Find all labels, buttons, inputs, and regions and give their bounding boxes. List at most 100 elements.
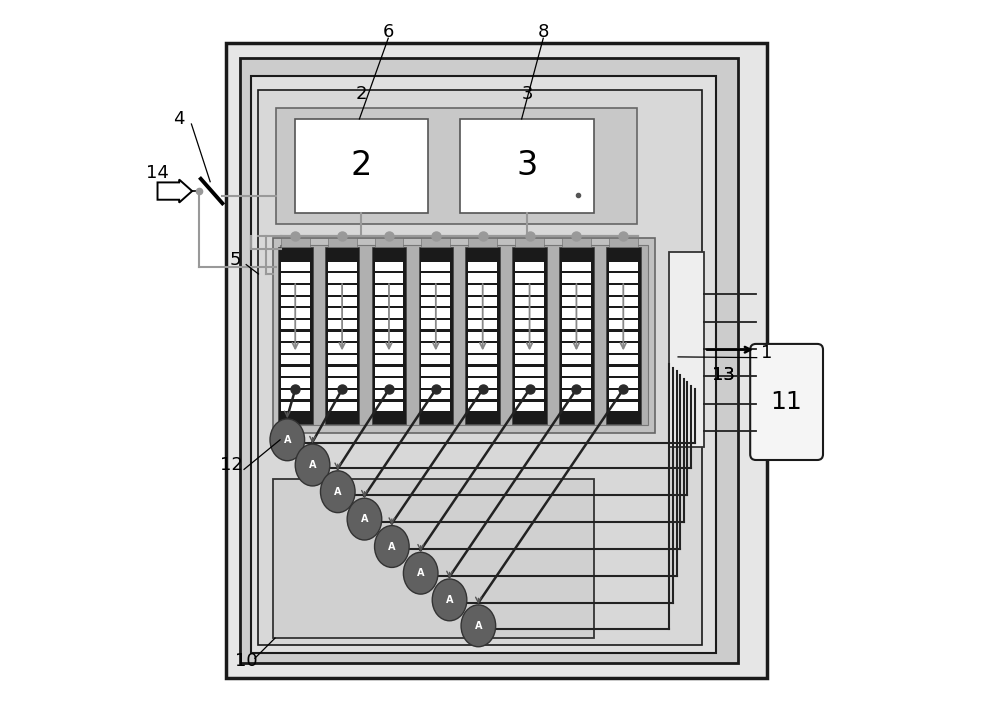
Bar [375, 379, 403, 388]
Bar [375, 332, 403, 341]
Text: A: A [309, 460, 316, 470]
Bar [468, 262, 497, 271]
Bar [562, 367, 591, 376]
Bar [421, 285, 450, 294]
Bar [226, 43, 767, 678]
Bar [468, 320, 497, 329]
Bar [328, 402, 357, 411]
Bar [515, 320, 544, 329]
Bar [273, 238, 655, 433]
Bar [281, 285, 310, 294]
Text: A: A [388, 541, 396, 552]
Bar [562, 343, 591, 353]
Bar [609, 367, 638, 376]
Bar [421, 343, 450, 353]
Bar [562, 402, 591, 411]
FancyBboxPatch shape [750, 344, 823, 460]
Text: 11: 11 [771, 390, 802, 414]
Bar [251, 76, 716, 653]
Bar [609, 332, 638, 341]
Bar [468, 402, 497, 411]
Bar [281, 320, 310, 329]
Bar [609, 297, 638, 306]
Bar [281, 332, 310, 341]
Bar [515, 390, 544, 399]
Bar [609, 355, 638, 364]
Bar [375, 309, 403, 318]
Bar [421, 238, 450, 247]
Bar [609, 320, 638, 329]
Text: 13: 13 [712, 366, 735, 384]
Bar [375, 367, 403, 376]
Bar [562, 262, 591, 271]
Bar [375, 320, 403, 329]
Bar [421, 402, 450, 411]
Bar [515, 379, 544, 388]
Bar [609, 285, 638, 294]
Bar [562, 309, 591, 318]
Text: 2: 2 [356, 85, 367, 102]
Bar [562, 320, 591, 329]
Bar [328, 262, 357, 271]
Bar [515, 343, 544, 353]
Bar [258, 90, 702, 645]
Ellipse shape [432, 579, 467, 621]
Bar [325, 247, 359, 424]
Text: 1: 1 [761, 345, 772, 362]
Bar [421, 309, 450, 318]
Bar [421, 273, 450, 283]
Ellipse shape [347, 498, 382, 540]
Bar [375, 343, 403, 353]
Bar [468, 355, 497, 364]
Bar [562, 332, 591, 341]
Bar [468, 379, 497, 388]
Bar [468, 309, 497, 318]
Text: A: A [334, 487, 342, 497]
Bar [278, 247, 313, 424]
Text: A: A [475, 621, 482, 631]
Bar [468, 367, 497, 376]
Bar [468, 297, 497, 306]
Bar [372, 247, 406, 424]
Bar [468, 285, 497, 294]
Text: 2: 2 [351, 149, 372, 182]
Bar [281, 309, 310, 318]
Bar [375, 285, 403, 294]
Bar [515, 273, 544, 283]
Ellipse shape [320, 471, 355, 513]
Bar [281, 238, 310, 247]
Text: A: A [446, 595, 453, 605]
Text: 3: 3 [516, 149, 538, 182]
Bar [609, 390, 638, 399]
Bar [281, 402, 310, 411]
Bar [375, 262, 403, 271]
Bar [328, 379, 357, 388]
Bar [515, 355, 544, 364]
Text: A: A [361, 514, 368, 524]
Bar [295, 119, 428, 213]
Bar [559, 247, 594, 424]
Text: 8: 8 [538, 24, 549, 41]
Bar [421, 390, 450, 399]
Bar [240, 58, 738, 663]
Bar [421, 355, 450, 364]
Text: 12: 12 [220, 456, 243, 474]
Bar [375, 273, 403, 283]
Bar [281, 390, 310, 399]
Ellipse shape [375, 526, 409, 567]
Bar [328, 273, 357, 283]
Bar [375, 390, 403, 399]
Bar [515, 367, 544, 376]
Bar [468, 332, 497, 341]
Bar [281, 367, 310, 376]
Bar [421, 367, 450, 376]
Bar [328, 332, 357, 341]
Bar [609, 402, 638, 411]
Bar [609, 309, 638, 318]
Text: A: A [284, 435, 291, 445]
Bar [562, 355, 591, 364]
Bar [328, 320, 357, 329]
Bar [281, 262, 310, 271]
Bar [328, 309, 357, 318]
Bar [421, 297, 450, 306]
